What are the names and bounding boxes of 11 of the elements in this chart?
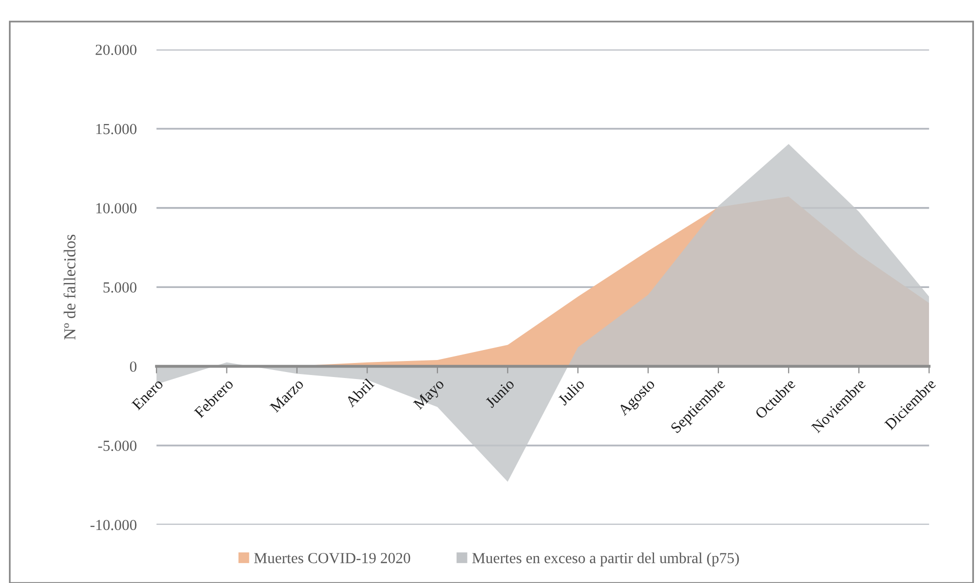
y-tick-label: 10.000 — [96, 203, 136, 214]
y-axis-title: Nº de fallecidos — [64, 234, 76, 340]
y-tick-label: 5.000 — [104, 282, 136, 293]
x-tick-label: Julio — [557, 378, 586, 406]
y-tick-label: 0 — [130, 361, 136, 372]
y-tick-label: -10.000 — [90, 520, 136, 530]
y-tick-label: 20.000 — [96, 44, 136, 56]
legend-label: Muertes COVID-19 2020 — [254, 552, 410, 564]
y-tick-label: -5.000 — [98, 440, 136, 452]
legend-label: Muertes en exceso a partir del umbral (p75) — [472, 552, 739, 566]
y-tick-label: 15.000 — [96, 124, 136, 134]
